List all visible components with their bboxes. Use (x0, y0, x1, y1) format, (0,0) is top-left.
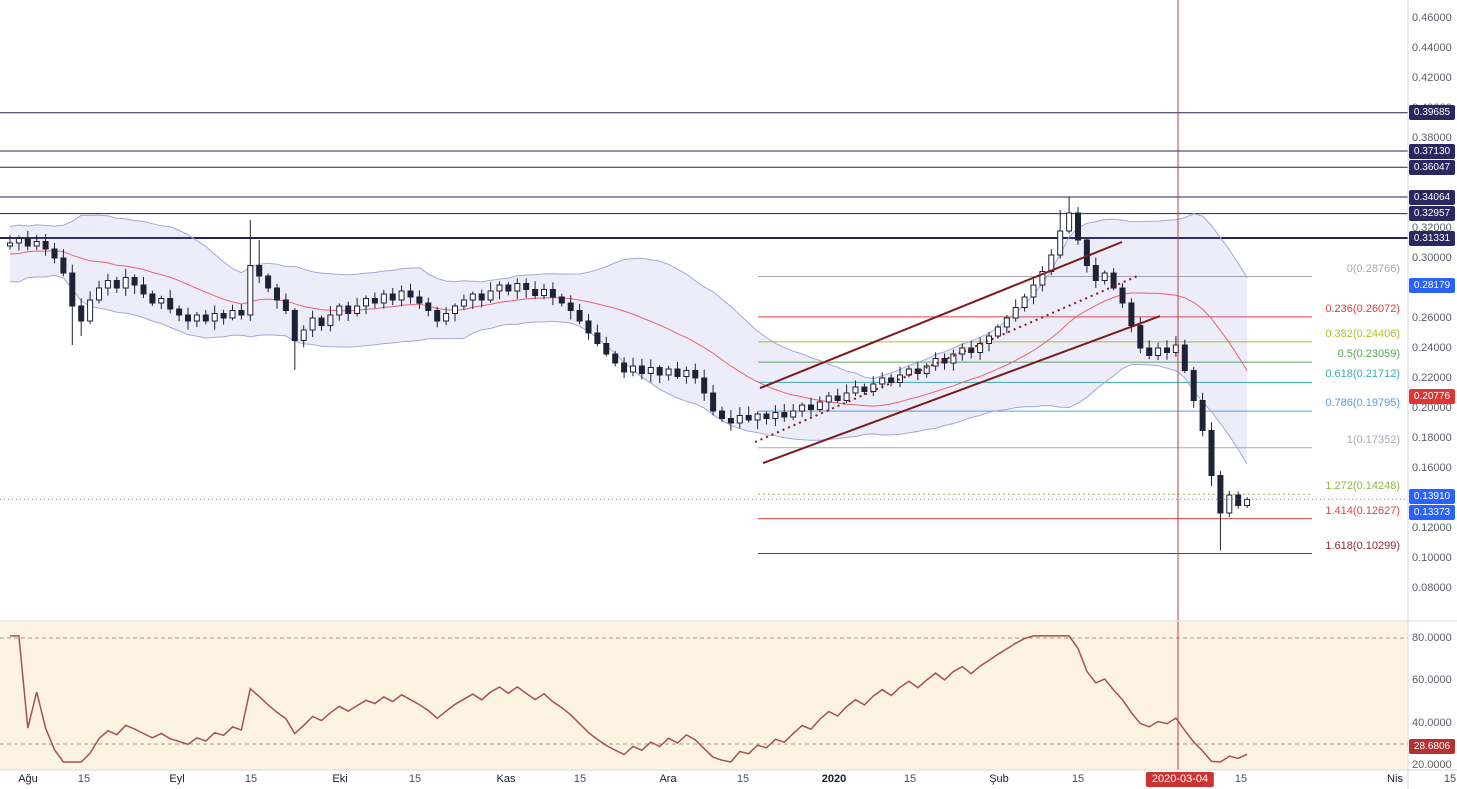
sr-price-badge: 0.36047 (1409, 160, 1455, 175)
bollinger-basis-line (9, 250, 1248, 407)
bollinger-band-fill (10, 213, 1248, 464)
rsi-value-badge: 28.6806 (1409, 739, 1455, 754)
bollinger-lower-line (9, 274, 1248, 464)
sr-price-badge: 0.31331 (1409, 231, 1455, 246)
trend-channel-line[interactable] (762, 315, 1161, 465)
sr-price-badge: 0.39685 (1409, 105, 1455, 120)
rsi-panel-bg (0, 622, 1408, 770)
sr-price-badge: 0.32957 (1409, 206, 1455, 221)
bb-lower-badge: 0.13373 (1409, 505, 1455, 520)
trend-channel-line[interactable] (759, 241, 1123, 390)
candles[interactable] (7, 196, 1251, 551)
bb-basis-badge: 0.20776 (1409, 389, 1455, 404)
bb-upper-badge: 0.28179 (1409, 278, 1455, 293)
rsi-line (10, 635, 1248, 763)
last-price-badge: 0.13910 (1409, 489, 1455, 504)
trend-channel-line[interactable] (754, 273, 1141, 444)
sr-price-badge: 0.37130 (1409, 144, 1455, 159)
sr-price-badge: 0.34064 (1409, 190, 1455, 205)
event-date-badge: 2020-03-04 (1145, 772, 1215, 787)
